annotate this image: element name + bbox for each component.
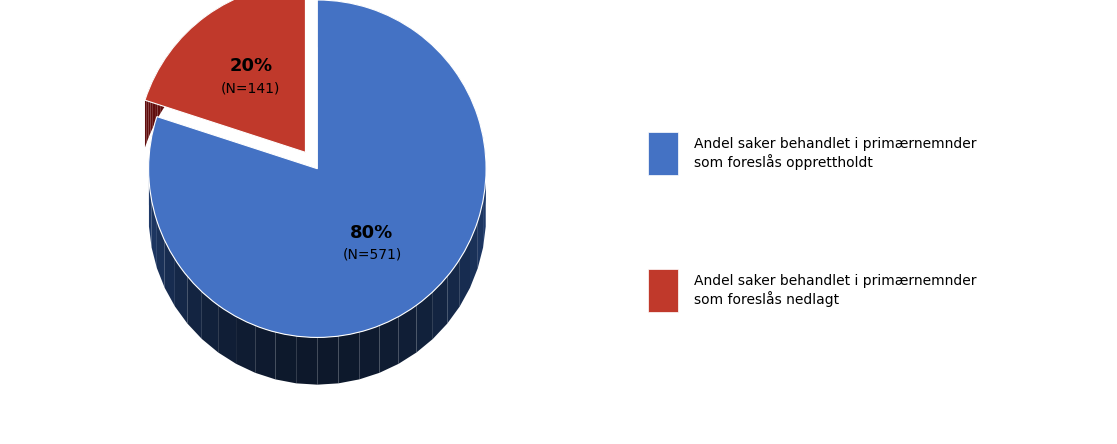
Wedge shape (145, 0, 305, 152)
Polygon shape (153, 76, 155, 128)
Text: (N=141): (N=141) (221, 81, 280, 95)
Polygon shape (190, 26, 194, 77)
Polygon shape (300, 0, 305, 31)
Polygon shape (160, 62, 163, 114)
Polygon shape (172, 45, 175, 96)
Polygon shape (360, 325, 380, 379)
Polygon shape (194, 22, 198, 73)
Polygon shape (151, 80, 153, 133)
Polygon shape (478, 200, 483, 268)
Polygon shape (360, 5, 380, 59)
Polygon shape (399, 305, 417, 364)
Polygon shape (289, 0, 295, 32)
Polygon shape (218, 305, 236, 364)
Polygon shape (220, 4, 225, 54)
Polygon shape (380, 12, 399, 68)
Polygon shape (264, 0, 268, 36)
Polygon shape (152, 200, 156, 268)
FancyBboxPatch shape (648, 269, 678, 312)
Polygon shape (188, 276, 202, 339)
Polygon shape (380, 317, 399, 373)
Polygon shape (169, 49, 172, 100)
Polygon shape (207, 13, 211, 63)
Polygon shape (156, 221, 164, 288)
Polygon shape (295, 0, 300, 31)
Polygon shape (258, 0, 264, 38)
Polygon shape (432, 46, 447, 108)
Polygon shape (460, 78, 470, 144)
Polygon shape (163, 58, 166, 109)
Polygon shape (198, 19, 202, 70)
Polygon shape (233, 0, 238, 47)
Polygon shape (470, 97, 478, 164)
Polygon shape (317, 0, 338, 48)
Polygon shape (216, 7, 220, 57)
Polygon shape (338, 1, 360, 52)
Polygon shape (157, 67, 160, 118)
Polygon shape (268, 0, 274, 35)
Polygon shape (149, 137, 152, 206)
Polygon shape (276, 332, 296, 383)
Polygon shape (296, 336, 317, 385)
Polygon shape (317, 336, 338, 385)
Polygon shape (483, 179, 486, 248)
Polygon shape (460, 241, 470, 306)
Polygon shape (279, 0, 285, 33)
Polygon shape (255, 325, 276, 379)
Polygon shape (447, 61, 460, 126)
Text: 80%: 80% (351, 224, 393, 242)
Polygon shape (338, 332, 360, 383)
Polygon shape (202, 292, 218, 353)
Polygon shape (483, 137, 486, 206)
Polygon shape (417, 32, 432, 93)
Polygon shape (164, 241, 175, 306)
Polygon shape (179, 37, 182, 88)
Polygon shape (149, 85, 151, 138)
Polygon shape (432, 276, 447, 339)
Polygon shape (166, 53, 169, 105)
Polygon shape (238, 0, 244, 45)
Polygon shape (229, 0, 233, 49)
Polygon shape (175, 259, 188, 324)
Polygon shape (187, 29, 190, 80)
Text: Andel saker behandlet i primærnemnder
som foreslås nedlagt: Andel saker behandlet i primærnemnder so… (694, 274, 976, 307)
Polygon shape (478, 117, 483, 184)
Polygon shape (244, 0, 248, 43)
Polygon shape (417, 292, 432, 353)
Polygon shape (274, 0, 279, 34)
Text: (N=571): (N=571) (342, 248, 401, 262)
Polygon shape (470, 221, 478, 288)
Polygon shape (152, 117, 156, 184)
Polygon shape (254, 0, 258, 39)
Polygon shape (175, 41, 179, 92)
Polygon shape (211, 10, 216, 60)
Polygon shape (155, 71, 157, 123)
Polygon shape (145, 95, 146, 147)
Polygon shape (399, 21, 417, 79)
Polygon shape (202, 16, 207, 66)
Polygon shape (248, 0, 254, 41)
Polygon shape (236, 317, 255, 373)
Polygon shape (149, 179, 152, 248)
Text: Andel saker behandlet i primærnemnder
som foreslås opprettholdt: Andel saker behandlet i primærnemnder so… (694, 137, 976, 170)
Polygon shape (447, 259, 460, 324)
Polygon shape (225, 2, 229, 52)
Text: 20%: 20% (229, 57, 273, 75)
Polygon shape (182, 33, 187, 84)
Polygon shape (146, 90, 149, 143)
Wedge shape (149, 0, 486, 337)
Polygon shape (285, 0, 289, 32)
FancyBboxPatch shape (648, 132, 678, 175)
